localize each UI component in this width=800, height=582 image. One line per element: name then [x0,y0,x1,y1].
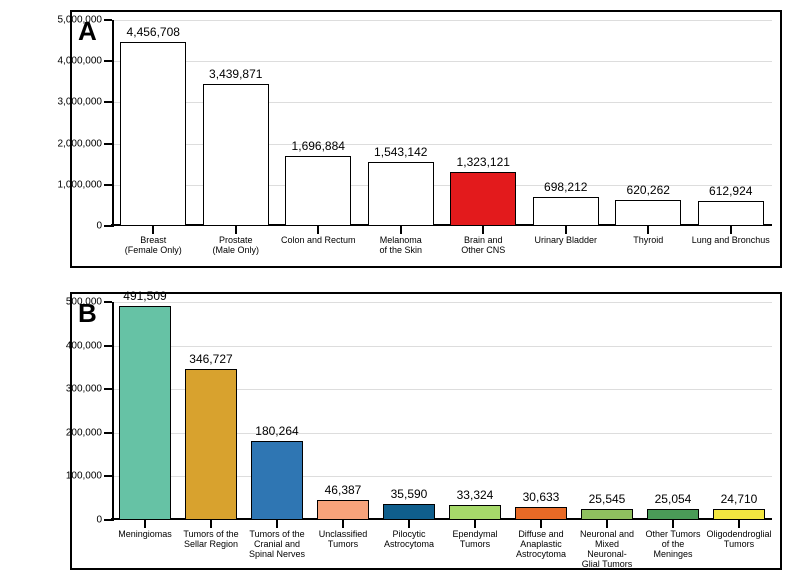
x-tick-label: Meningiomas [112,520,178,540]
y-tick-label: 5,000,000 [58,15,113,26]
bar-value-label: 612,924 [709,184,752,202]
bar-value-label: 24,710 [721,492,758,510]
bar-value-label: 1,543,142 [374,145,427,163]
bar-value-label: 620,262 [627,183,670,201]
y-tick-label: 3,000,000 [58,97,113,108]
panel-b-plot: Prevalent Cases (2019) 0100,000200,00030… [112,302,772,520]
bar: 25,054 [647,509,700,520]
bar-value-label: 35,590 [391,487,428,505]
x-tick-label: Diffuse and Anaplastic Astrocytoma [508,520,574,560]
bar: 491,509 [119,306,172,520]
bar-value-label: 1,323,121 [457,155,510,173]
bar-value-label: 25,054 [655,492,692,510]
bar-value-label: 30,633 [523,490,560,508]
bar-value-label: 46,387 [325,483,362,501]
bar: 33,324 [449,505,502,520]
y-tick-label: 0 [96,515,112,526]
y-tick-label: 2,000,000 [58,138,113,149]
panel-a-plot: Prevalent Cases (2019) 01,000,0002,000,0… [112,20,772,226]
grid-line [112,346,772,347]
bar: 180,264 [251,441,304,520]
bar: 1,543,142 [368,162,434,226]
bar-value-label: 346,727 [189,352,232,370]
bar: 46,387 [317,500,370,520]
panel-b: B Prevalent Cases (2019) 0100,000200,000… [70,292,782,570]
x-tick-label: Unclassified Tumors [310,520,376,550]
bar-value-label: 491,509 [123,289,166,307]
y-tick-label: 400,000 [66,340,112,351]
x-tick-label: Tumors of the Sellar Region [178,520,244,550]
bar-value-label: 180,264 [255,424,298,442]
bar: 4,456,708 [120,42,186,226]
y-tick-label: 100,000 [66,471,112,482]
x-tick-label: Breast (Female Only) [112,226,195,256]
y-tick-label: 500,000 [66,297,112,308]
bar: 25,545 [581,509,634,520]
x-tick-label: Tumors of the Cranial and Spinal Nerves [244,520,310,560]
bar: 620,262 [615,200,681,226]
bar: 30,633 [515,507,568,520]
bar-value-label: 33,324 [457,488,494,506]
y-axis [112,302,114,521]
y-tick-label: 1,000,000 [58,179,113,190]
bar-value-label: 4,456,708 [127,25,180,43]
x-tick-label: Urinary Bladder [525,226,608,246]
x-tick-label: Thyroid [607,226,690,246]
grid-line [112,302,772,303]
y-tick-label: 0 [96,221,112,232]
figure: A Prevalent Cases (2019) 01,000,0002,000… [0,0,800,582]
x-tick-label: Neuronal and Mixed Neuronal- Glial Tumor… [574,520,640,570]
bar: 346,727 [185,369,238,520]
grid-line [112,20,772,21]
bar-value-label: 698,212 [544,180,587,198]
grid-line [112,61,772,62]
y-tick-label: 200,000 [66,427,112,438]
x-tick-label: Pilocytic Astrocytoma [376,520,442,550]
y-axis [112,20,114,227]
x-tick-label: Other Tumors of the Meninges [640,520,706,560]
bar-value-label: 3,439,871 [209,67,262,85]
panel-a: A Prevalent Cases (2019) 01,000,0002,000… [70,10,782,268]
x-tick-label: Prostate (Male Only) [195,226,278,256]
x-tick-label: Oligodendroglial Tumors [706,520,772,550]
bar-value-label: 25,545 [589,492,626,510]
x-tick-label: Lung and Bronchus [690,226,773,246]
bar: 1,696,884 [285,156,351,226]
x-tick-label: Melanoma of the Skin [360,226,443,256]
bar: 1,323,121 [450,172,516,227]
bar: 698,212 [533,197,599,226]
bar-value-label: 1,696,884 [292,139,345,157]
y-tick-label: 300,000 [66,384,112,395]
bar: 35,590 [383,504,436,520]
y-tick-label: 4,000,000 [58,56,113,67]
x-tick-label: Ependymal Tumors [442,520,508,550]
x-tick-label: Brain and Other CNS [442,226,525,256]
x-tick-label: Colon and Rectum [277,226,360,246]
bar: 24,710 [713,509,766,520]
bar: 612,924 [698,201,764,226]
bar: 3,439,871 [203,84,269,226]
